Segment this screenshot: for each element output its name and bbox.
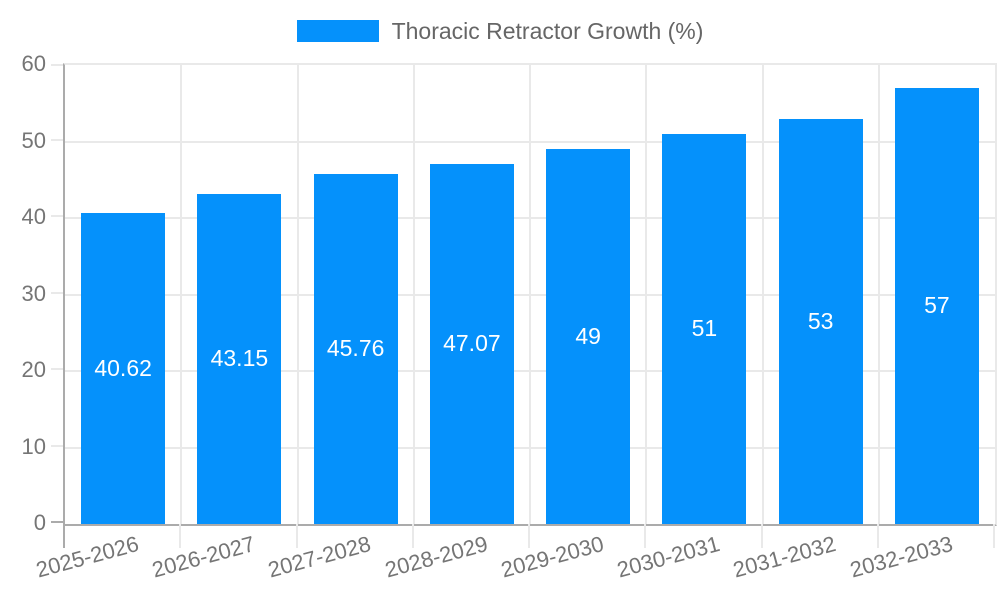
legend-item[interactable]: Thoracic Retractor Growth (%) <box>0 17 1000 45</box>
y-tick-label: 0 <box>33 510 46 535</box>
legend-label: Thoracic Retractor Growth (%) <box>391 18 704 44</box>
x-tick-mark <box>295 524 298 548</box>
x-tick-mark <box>63 524 65 548</box>
gridline-vertical <box>645 65 648 524</box>
x-tick-label: 2027-2028 <box>265 531 374 583</box>
bar-value-label: 51 <box>691 315 718 342</box>
bar-value-label: 49 <box>575 323 601 350</box>
y-tick-mark <box>51 444 63 447</box>
bar-value-label: 45.76 <box>326 335 385 362</box>
gridline-vertical <box>529 65 531 524</box>
bar[interactable]: 57 <box>894 87 979 524</box>
y-tick-label: 50 <box>21 127 46 153</box>
x-tick-label: 2031-2032 <box>730 531 839 583</box>
y-tick-mark <box>51 64 63 66</box>
gridline-vertical <box>877 65 880 524</box>
plot-area: 40.62 43.15 45.76 47.07 49 51 53 57 <box>63 63 997 526</box>
y-tick-mark <box>51 368 63 370</box>
y-tick-mark <box>51 138 63 141</box>
x-tick-mark <box>993 524 995 548</box>
gridline-vertical <box>296 65 299 524</box>
x-tick-label: 2030-2031 <box>614 531 723 583</box>
x-tick-mark <box>876 524 879 548</box>
bar-value-label: 40.62 <box>94 355 152 382</box>
y-tick-mark <box>51 521 63 523</box>
y-tick-mark <box>51 215 63 217</box>
x-tick-label: 2029-2030 <box>498 531 607 583</box>
bar[interactable]: 43.15 <box>197 193 282 524</box>
bar[interactable]: 49 <box>546 149 631 524</box>
x-tick-label: 2032-2033 <box>846 531 956 583</box>
x-tick-mark <box>179 524 182 548</box>
x-tick-mark <box>644 524 647 548</box>
bar-value-label: 43.15 <box>210 345 269 372</box>
x-tick-mark <box>411 524 414 548</box>
y-tick-label: 60 <box>21 51 46 76</box>
x-tick-label: 2028-2029 <box>381 531 491 583</box>
bar-value-label: 57 <box>924 292 950 319</box>
legend-swatch <box>296 20 379 42</box>
gridline-vertical <box>180 65 183 524</box>
gridline-vertical <box>761 65 764 524</box>
bar[interactable]: 53 <box>778 118 863 524</box>
bar[interactable]: 45.76 <box>313 173 398 524</box>
bar[interactable]: 51 <box>662 133 747 524</box>
y-tick-label: 30 <box>21 280 46 306</box>
bar[interactable]: 40.62 <box>81 213 166 524</box>
bar-value-label: 53 <box>807 307 834 334</box>
gridline-vertical <box>412 65 415 524</box>
x-tick-label: 2026-2027 <box>149 531 258 583</box>
y-tick-label: 20 <box>21 357 46 382</box>
x-tick-mark <box>760 524 763 548</box>
y-tick-label: 10 <box>21 433 46 459</box>
x-tick-mark <box>528 524 530 548</box>
x-tick-label: 2025-2026 <box>33 531 142 583</box>
bar-value-label: 47.07 <box>443 330 501 357</box>
y-tick-mark <box>51 291 63 294</box>
bar[interactable]: 47.07 <box>429 163 514 524</box>
y-tick-label: 40 <box>21 204 46 229</box>
